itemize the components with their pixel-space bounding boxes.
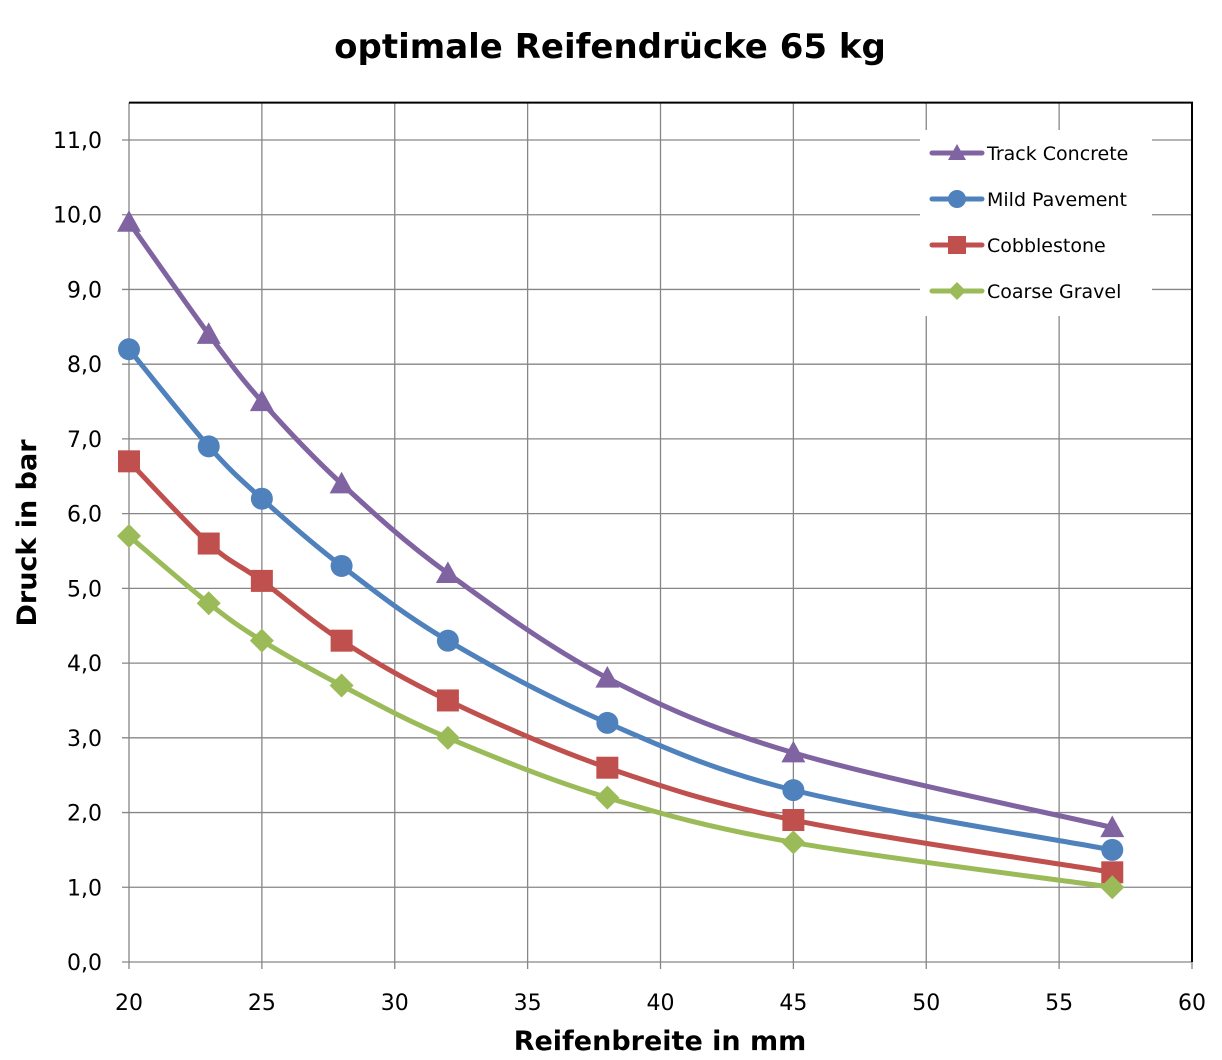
data-point-cobblestone	[1101, 861, 1124, 884]
y-tick-label: 9,0	[67, 278, 102, 303]
y-axis-title: Druck in bar	[12, 439, 43, 627]
y-tick-label: 7,0	[67, 428, 102, 453]
y-tick-label: 4,0	[67, 652, 102, 677]
data-point-track-concrete	[781, 740, 806, 763]
data-point-track-concrete	[595, 666, 620, 688]
data-point-coarse-gravel	[435, 725, 460, 750]
y-tick-label: 10,0	[53, 204, 102, 229]
y-tick-label: 5,0	[67, 577, 102, 602]
data-point-track-concrete	[249, 389, 274, 412]
y-tick-label: 0,0	[67, 951, 102, 976]
data-point-track-concrete	[1100, 815, 1125, 838]
data-point-mild-pavement	[330, 554, 353, 577]
plot-frame	[129, 101, 1193, 962]
y-tick-label: 11,0	[53, 129, 102, 154]
data-point-cobblestone	[596, 756, 619, 779]
legend-label: Cobblestone	[987, 235, 1106, 257]
data-point-coarse-gravel	[249, 628, 274, 653]
data-point-coarse-gravel	[329, 673, 354, 698]
y-tick-labels: 0,0 1,0 2,0 3,0 4,0 5,0 6,0 7,0 8,0 9,0 10,0 11,0	[53, 129, 102, 976]
legend-label: Track Concrete	[986, 143, 1128, 165]
legend-marker-square-icon	[948, 236, 966, 254]
data-point-mild-pavement	[1101, 838, 1124, 861]
data-point-mild-pavement	[197, 435, 220, 458]
data-point-coarse-gravel	[117, 524, 141, 549]
chart-title: optimale Reifendrücke 65 kg	[334, 27, 886, 67]
data-point-mild-pavement	[596, 711, 619, 734]
y-tick-label: 3,0	[67, 727, 102, 752]
data-point-mild-pavement	[250, 487, 273, 510]
legend-marker-circle-icon	[948, 190, 966, 208]
x-tick-label: 50	[912, 991, 940, 1016]
data-point-cobblestone	[436, 689, 459, 712]
series-line-cobblestone	[126, 458, 1115, 875]
y-tick-label: 1,0	[67, 876, 102, 901]
x-tick-label: 60	[1178, 991, 1206, 1016]
legend-marker-diamond-icon	[948, 282, 966, 300]
data-point-cobblestone	[118, 450, 140, 473]
data-point-track-concrete	[435, 561, 460, 584]
data-point-mild-pavement	[782, 779, 805, 802]
series-lines	[126, 219, 1115, 890]
data-point-cobblestone	[250, 569, 273, 592]
legend-label: Coarse Gravel	[987, 281, 1121, 303]
data-point-mild-pavement	[118, 338, 140, 361]
x-tick-label: 35	[514, 991, 542, 1016]
data-point-cobblestone	[330, 629, 353, 652]
data-point-mild-pavement	[436, 629, 459, 652]
data-point-coarse-gravel	[595, 785, 620, 810]
data-point-coarse-gravel	[1100, 875, 1125, 900]
data-point-coarse-gravel	[196, 591, 221, 616]
legend-label: Mild Pavement	[987, 189, 1127, 211]
legend-marker-triangle-icon	[948, 144, 966, 160]
legend: Track Concrete Mild Pavement Cobblestone Co…	[920, 130, 1152, 316]
data-point-coarse-gravel	[781, 830, 806, 855]
data-point-cobblestone	[197, 532, 220, 555]
x-axis-title: Reifenbreite in mm	[514, 1026, 807, 1057]
y-tick-label: 2,0	[67, 802, 102, 827]
x-tick-labels: 20 25 30 35 40 45 50 55 60	[115, 991, 1206, 1016]
series-markers	[117, 210, 1125, 900]
data-point-track-concrete	[196, 322, 221, 344]
x-tick-label: 30	[381, 991, 409, 1016]
data-point-track-concrete	[329, 471, 354, 494]
x-tick-label: 40	[647, 991, 675, 1016]
y-tick-label: 8,0	[67, 353, 102, 378]
y-tick-label: 6,0	[67, 503, 102, 528]
x-tick-label: 45	[779, 991, 807, 1016]
data-point-cobblestone	[782, 809, 805, 832]
x-tick-label: 25	[248, 991, 276, 1016]
data-point-track-concrete	[117, 210, 141, 232]
x-tick-label: 55	[1045, 991, 1073, 1016]
x-tick-label: 20	[115, 991, 143, 1016]
